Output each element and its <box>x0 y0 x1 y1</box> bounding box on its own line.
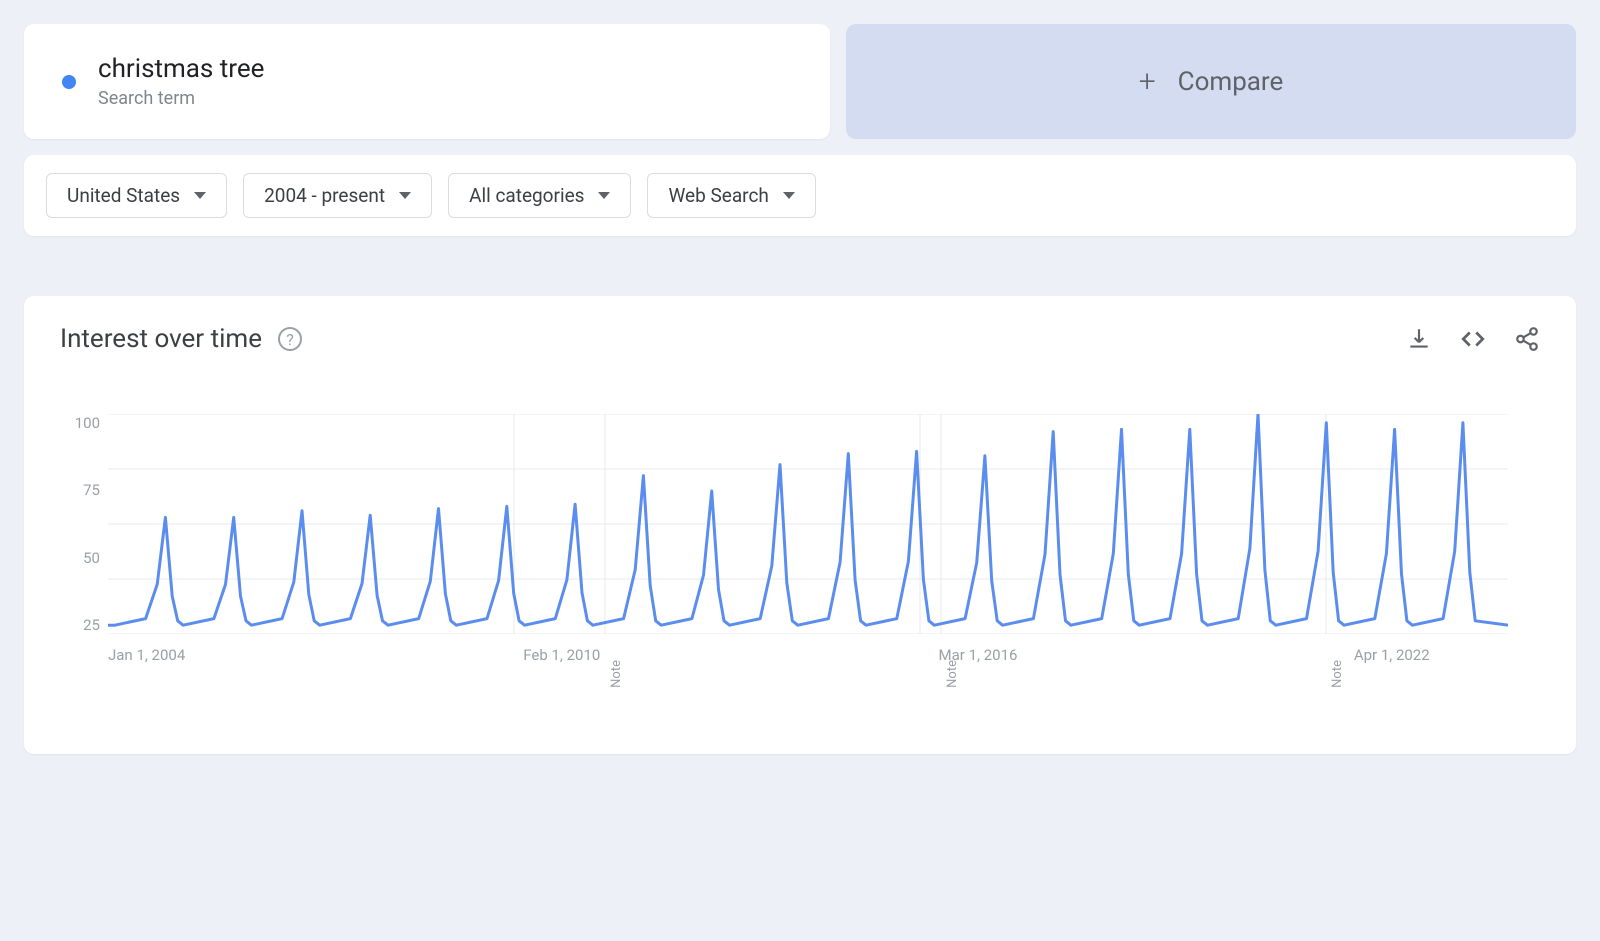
note-label: Note <box>945 660 960 688</box>
plus-icon: + <box>1139 64 1156 99</box>
download-icon[interactable] <box>1406 326 1432 352</box>
filter-time-range[interactable]: 2004 - present <box>243 173 432 218</box>
filter-category-label: All categories <box>469 184 584 207</box>
chevron-down-icon <box>598 192 610 199</box>
note-label: Note <box>1330 660 1345 688</box>
y-tick: 75 <box>60 481 100 499</box>
y-tick: 50 <box>60 549 100 567</box>
note-label: Note <box>609 660 624 688</box>
compare-label: Compare <box>1178 67 1284 97</box>
term-color-dot <box>62 75 76 89</box>
embed-icon[interactable] <box>1460 326 1486 352</box>
compare-button[interactable]: + Compare <box>846 24 1576 139</box>
filter-category[interactable]: All categories <box>448 173 631 218</box>
share-icon[interactable] <box>1514 326 1540 352</box>
chevron-down-icon <box>194 192 206 199</box>
search-term-title: christmas tree <box>98 54 264 84</box>
y-tick: 25 <box>60 616 100 634</box>
x-tick-label: Feb 1, 2010 <box>523 646 600 664</box>
x-tick-label: Apr 1, 2022 <box>1354 646 1430 664</box>
chevron-down-icon <box>399 192 411 199</box>
x-tick-label: Jan 1, 2004 <box>108 646 185 664</box>
chevron-down-icon <box>783 192 795 199</box>
help-icon[interactable]: ? <box>278 327 302 351</box>
filters-bar: United States 2004 - present All categor… <box>24 155 1576 236</box>
filter-region-label: United States <box>67 184 180 207</box>
chart-area: 100 75 50 25 Jan 1, 2004Feb 1, 2010Mar 1… <box>60 414 1540 694</box>
chart-title: Interest over time <box>60 324 262 354</box>
filter-time-label: 2004 - present <box>264 184 385 207</box>
filter-search-type[interactable]: Web Search <box>647 173 815 218</box>
y-tick: 100 <box>60 414 100 432</box>
filter-region[interactable]: United States <box>46 173 227 218</box>
search-term-card[interactable]: christmas tree Search term <box>24 24 830 139</box>
search-term-subtitle: Search term <box>98 88 264 109</box>
interest-chart-card: Interest over time ? 100 75 50 25 Jan 1,… <box>24 296 1576 754</box>
y-axis-labels: 100 75 50 25 <box>60 414 100 634</box>
line-chart[interactable] <box>108 414 1508 634</box>
filter-search-type-label: Web Search <box>668 184 768 207</box>
